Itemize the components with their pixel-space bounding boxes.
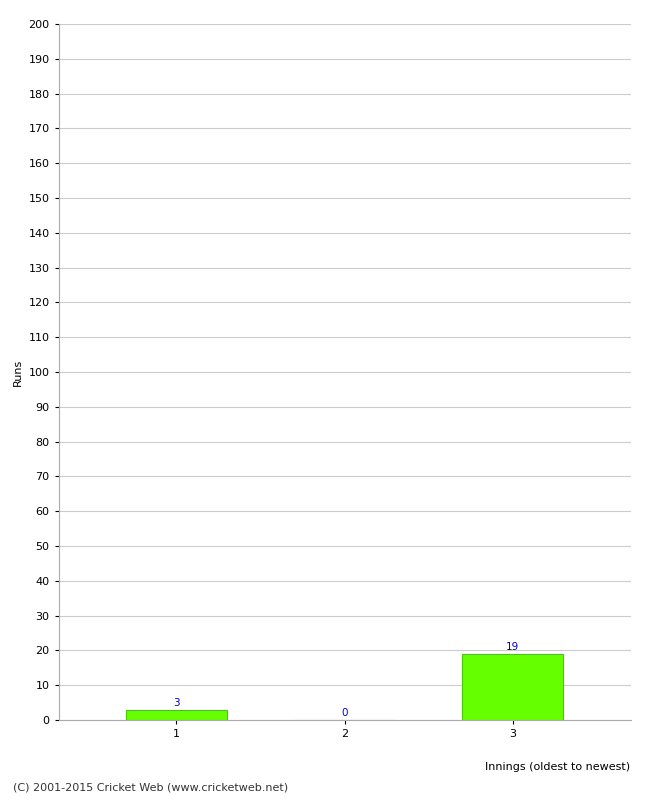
Y-axis label: Runs: Runs bbox=[13, 358, 23, 386]
Text: 3: 3 bbox=[173, 698, 179, 708]
Text: Innings (oldest to newest): Innings (oldest to newest) bbox=[486, 762, 630, 772]
Text: 19: 19 bbox=[506, 642, 519, 652]
Bar bbox=[462, 654, 563, 720]
Text: (C) 2001-2015 Cricket Web (www.cricketweb.net): (C) 2001-2015 Cricket Web (www.cricketwe… bbox=[13, 782, 288, 792]
Bar bbox=[126, 710, 227, 720]
Text: 0: 0 bbox=[341, 708, 348, 718]
